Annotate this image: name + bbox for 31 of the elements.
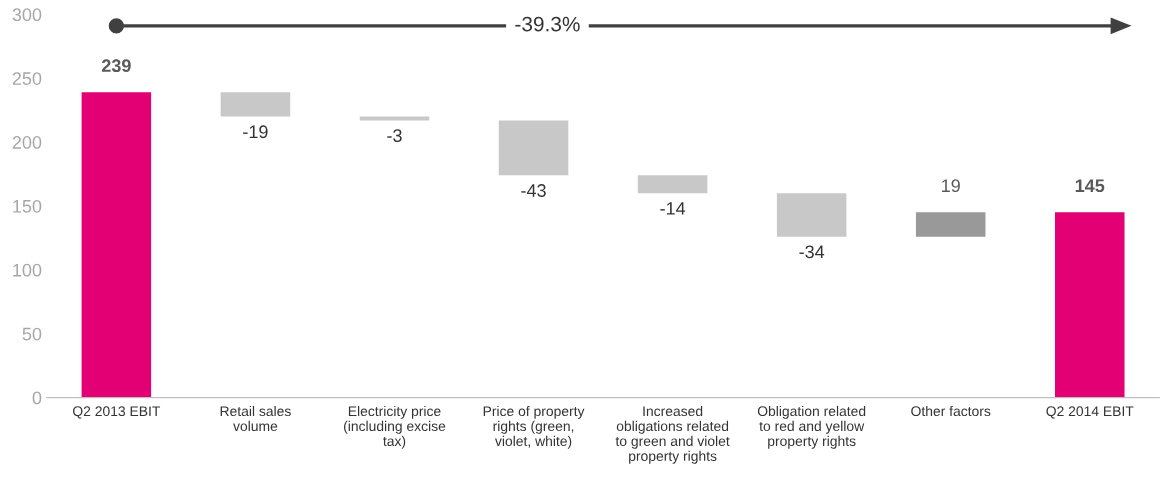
- data-label: -34: [799, 245, 825, 259]
- x-tick-label: Price of property rights (green, violet, white): [483, 405, 585, 449]
- y-tick-label: 150: [13, 199, 42, 213]
- x-tick-label: Q2 2013 EBIT: [73, 406, 161, 419]
- bar: [637, 175, 708, 194]
- x-tick-label: Increased obligations related to green and violet property rights: [615, 405, 730, 464]
- bar: [220, 92, 291, 117]
- data-label: 19: [942, 179, 960, 193]
- x-tick-label: Obligation related to red and yellow property rights: [757, 405, 866, 449]
- data-label: -19: [243, 125, 268, 139]
- y-tick-label: 100: [13, 263, 42, 277]
- y-tick-label: 300: [12, 8, 42, 22]
- annotation: -39.3%: [515, 16, 580, 32]
- y-tick-label: 0: [32, 391, 42, 405]
- y-tick-label: 50: [22, 327, 42, 341]
- data-label: -43: [521, 184, 546, 197]
- data-label: 145: [1075, 179, 1105, 193]
- y-tick-label: 250: [12, 72, 42, 85]
- bar: [81, 92, 152, 398]
- bar: [915, 212, 986, 237]
- x-tick-label: Retail sales volume: [220, 405, 291, 432]
- bar: [776, 193, 847, 237]
- x-tick-label: Other factors: [911, 405, 991, 417]
- y-tick-label: 200: [12, 136, 42, 149]
- x-tick-label: Q2 2014 EBIT: [1046, 406, 1134, 419]
- data-label: -3: [387, 129, 402, 142]
- x-tick-label: Electricity price (including excise tax): [344, 405, 446, 449]
- bar: [498, 120, 569, 176]
- data-label: 239: [101, 59, 131, 73]
- data-label: -14: [660, 202, 686, 215]
- bar: [1055, 212, 1125, 398]
